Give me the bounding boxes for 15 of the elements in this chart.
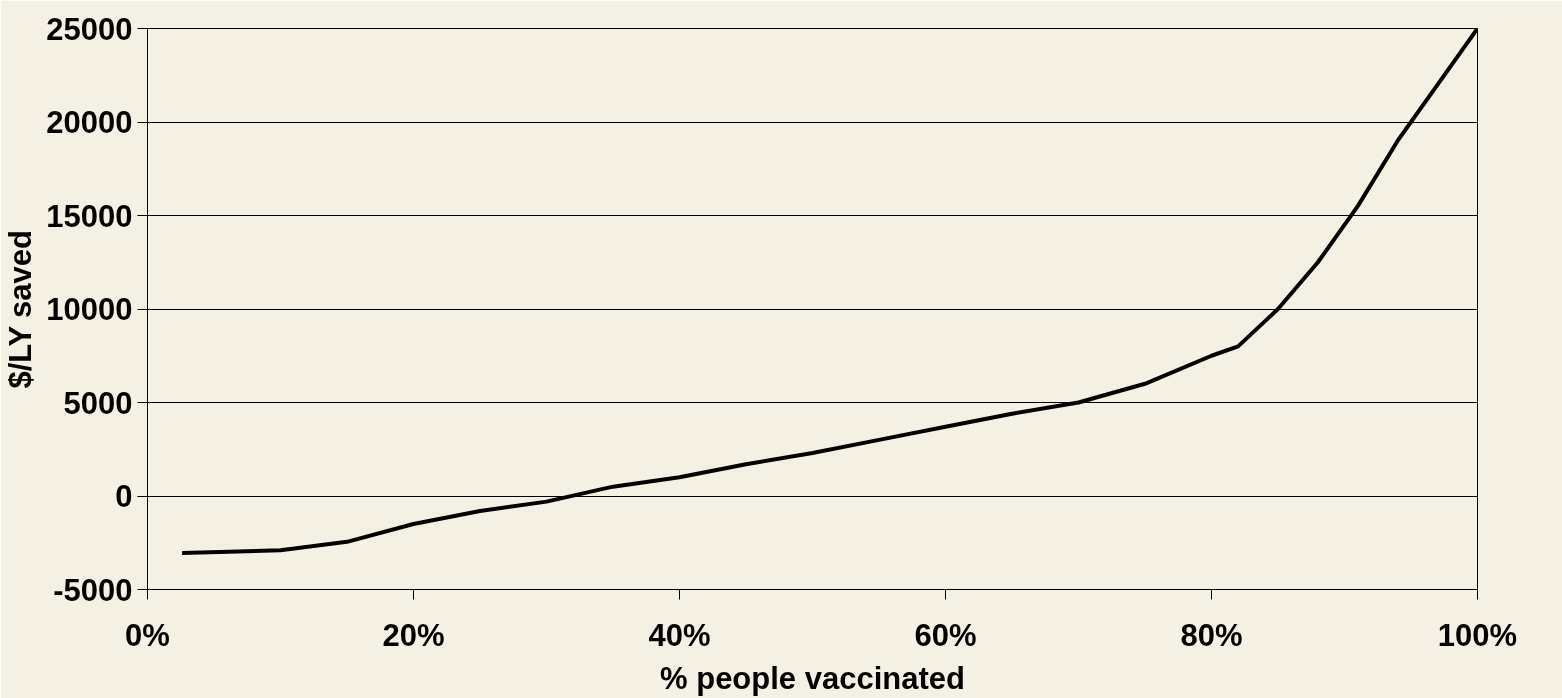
x-tick-label: 0%	[125, 617, 170, 653]
y-tick-label: 20000	[46, 105, 133, 140]
x-tick-label: 20%	[382, 617, 445, 653]
y-tick-label: 0	[115, 479, 133, 514]
x-axis-title: % people vaccinated	[660, 660, 965, 696]
y-tick-label: 10000	[46, 292, 133, 327]
x-tick-label: 80%	[1180, 617, 1243, 653]
y-tick-label: 15000	[46, 198, 133, 234]
y-tick-label: 5000	[63, 385, 133, 421]
y-tick-label: 25000	[46, 11, 133, 47]
y-axis-title: $/LY saved	[3, 229, 39, 389]
y-tick-label: -5000	[53, 572, 133, 608]
x-tick-label: 40%	[648, 617, 711, 653]
x-tick-label: 100%	[1437, 617, 1518, 653]
x-tick-label: 60%	[914, 617, 977, 653]
